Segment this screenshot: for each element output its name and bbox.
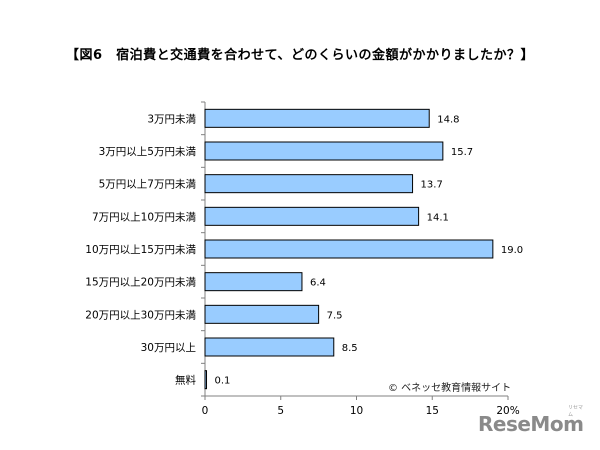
bar <box>204 141 444 161</box>
bar <box>204 304 320 324</box>
category-label: 20万円以上30万円未満 <box>85 309 196 321</box>
value-label: 14.8 <box>437 114 459 125</box>
bar <box>204 174 414 194</box>
value-label: 8.5 <box>342 343 358 354</box>
x-tick-label: 0 <box>202 405 209 417</box>
logo-text: ReseMom <box>478 412 584 436</box>
x-tick-label: 10 <box>350 405 363 417</box>
resemom-logo: ReseMom リセマム <box>478 405 584 436</box>
value-label: 13.7 <box>421 180 443 191</box>
x-tick-label: 20% <box>496 405 519 417</box>
value-label: 15.7 <box>451 147 473 158</box>
logo-subtext: リセマム <box>568 405 584 418</box>
value-label: 19.0 <box>501 245 523 256</box>
chart-title: 【図6 宿泊費と交通費を合わせて、どのくらいの金額がかかりましたか？】 <box>66 48 534 63</box>
category-label: 30万円以上 <box>141 342 196 354</box>
x-tick-label: 5 <box>277 405 284 417</box>
bar <box>204 239 494 259</box>
value-label: 0.1 <box>215 376 231 387</box>
bar <box>204 206 420 226</box>
value-label: 14.1 <box>427 212 449 223</box>
copyright-notice: © ベネッセ教育情報サイト <box>388 383 512 394</box>
category-label: 無料 <box>175 374 196 387</box>
bar <box>204 272 303 292</box>
category-label: 10万円以上15万円未満 <box>85 244 196 256</box>
x-tick-label: 15 <box>426 405 439 417</box>
category-label: 3万円未満 <box>147 113 196 125</box>
bar <box>204 108 430 128</box>
category-label: 3万円以上5万円未満 <box>99 146 197 158</box>
bar <box>204 337 335 357</box>
category-label: 5万円以上7万円未満 <box>99 179 197 191</box>
category-label: 15万円以上20万円未満 <box>85 277 196 289</box>
value-label: 7.5 <box>327 310 343 321</box>
value-label: 6.4 <box>310 278 326 289</box>
bar <box>204 370 208 390</box>
category-label: 7万円以上10万円未満 <box>92 211 197 223</box>
